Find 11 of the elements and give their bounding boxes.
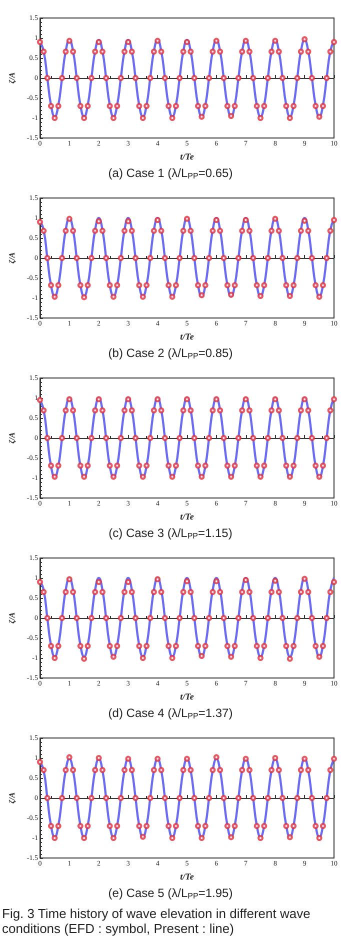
- y-axis-title: ζ/A: [8, 252, 16, 264]
- y-axis-title: ζ/A: [8, 792, 16, 804]
- x-axis-title: t/Te: [180, 151, 194, 162]
- y-axis-title: ζ/A: [8, 72, 16, 84]
- x-axis-title: t/Te: [180, 691, 194, 702]
- x-axis-title: t/Te: [180, 511, 194, 522]
- x-axis-title: t/Te: [180, 871, 194, 882]
- x-axis-title: t/Te: [180, 331, 194, 342]
- y-axis-title: ζ/A: [8, 432, 16, 444]
- y-axis-title: ζ/A: [8, 612, 16, 624]
- caption: Fig. 3 Time history of wave elevation in different wave conditions (EFD : symbol, Present : line): [2, 906, 314, 936]
